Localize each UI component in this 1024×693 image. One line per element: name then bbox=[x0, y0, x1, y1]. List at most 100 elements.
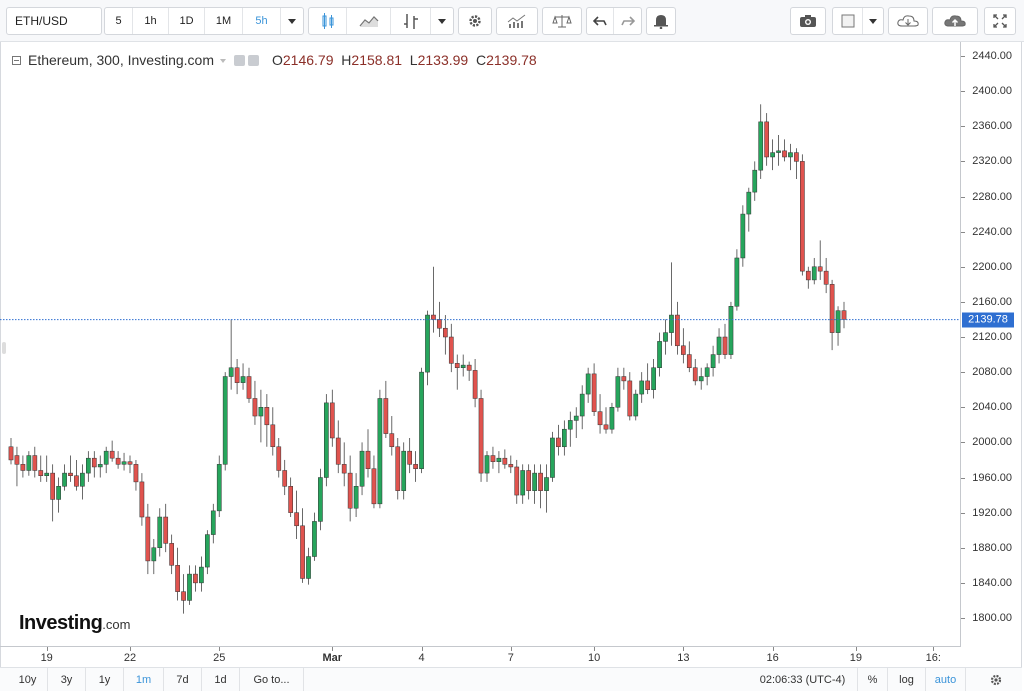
price-tick bbox=[961, 477, 965, 479]
candle-down bbox=[413, 464, 418, 469]
candle-up bbox=[222, 376, 228, 465]
open-label: O bbox=[272, 52, 283, 68]
candle-down bbox=[443, 327, 448, 338]
close-mini-icon[interactable] bbox=[248, 54, 259, 66]
candle-up bbox=[639, 380, 645, 395]
undo-button[interactable] bbox=[587, 8, 615, 34]
logo-suffix-text: .com bbox=[102, 617, 131, 632]
interval-5[interactable]: 5 bbox=[105, 8, 133, 34]
candle-down bbox=[32, 455, 38, 471]
price-tick-label: 2440.00 bbox=[972, 50, 1012, 62]
range-1d[interactable]: 1d bbox=[202, 668, 240, 691]
template-button[interactable] bbox=[833, 8, 863, 34]
compare-button[interactable] bbox=[542, 7, 582, 35]
time-tick bbox=[510, 647, 512, 651]
candlestick-plot[interactable] bbox=[0, 42, 960, 647]
candle-down bbox=[407, 450, 412, 465]
time-axis[interactable]: 19 22 25 Mar 4 7 10 13 16 19 16: bbox=[0, 646, 960, 666]
candle-up bbox=[80, 472, 85, 487]
log-toggle[interactable]: log bbox=[888, 668, 926, 691]
goto-button[interactable]: Go to... bbox=[240, 668, 304, 691]
redo-button[interactable] bbox=[614, 8, 641, 34]
candle-up bbox=[740, 213, 746, 259]
candle-down bbox=[234, 367, 240, 383]
candle-up bbox=[770, 152, 775, 158]
fullscreen-button[interactable] bbox=[984, 7, 1016, 35]
candle-up bbox=[484, 455, 490, 474]
percent-toggle[interactable]: % bbox=[858, 668, 888, 691]
price-tick bbox=[961, 196, 965, 198]
price-tick-label: 2120.00 bbox=[972, 331, 1012, 343]
candle-down bbox=[466, 364, 472, 371]
time-tick bbox=[772, 647, 774, 651]
snapshot-button[interactable] bbox=[790, 7, 826, 35]
chevron-down-icon[interactable] bbox=[220, 59, 226, 63]
pane-resize-handle[interactable] bbox=[2, 342, 6, 354]
candle-up bbox=[26, 455, 32, 471]
save-layout-button[interactable] bbox=[932, 7, 978, 35]
candle-up bbox=[216, 464, 222, 512]
line-chart-button[interactable] bbox=[347, 8, 391, 34]
interval-group: 5 1h 1D 1M 5h bbox=[104, 7, 304, 35]
indicator-icon bbox=[403, 14, 418, 29]
candle-down bbox=[193, 573, 198, 584]
candle-up bbox=[318, 477, 323, 522]
open-value: 2146.79 bbox=[282, 52, 334, 68]
template-dropdown[interactable] bbox=[863, 8, 883, 34]
studies-button[interactable] bbox=[496, 7, 538, 35]
investing-logo: Investing .com bbox=[19, 612, 130, 635]
time-tick bbox=[332, 647, 334, 651]
range-7d[interactable]: 7d bbox=[164, 668, 202, 691]
interval-1d[interactable]: 1D bbox=[169, 8, 205, 34]
candle-down bbox=[91, 457, 97, 468]
time-tick-label: 16: bbox=[925, 652, 941, 664]
candle-up bbox=[86, 457, 91, 474]
range-1m[interactable]: 1m bbox=[124, 668, 164, 691]
candle-down bbox=[829, 284, 835, 333]
settings-mini-icon[interactable] bbox=[234, 54, 245, 66]
price-axis[interactable]: 1800.00 1840.00 1880.00 1920.00 1960.00 2000.… bbox=[960, 42, 1022, 647]
axis-settings-button[interactable] bbox=[978, 668, 1014, 691]
auto-toggle[interactable]: auto bbox=[926, 668, 966, 691]
candle-up bbox=[103, 450, 109, 465]
candle-up bbox=[151, 547, 157, 562]
chart-type-dropdown[interactable] bbox=[431, 8, 453, 34]
time-tick bbox=[594, 647, 596, 651]
range-1y[interactable]: 1y bbox=[86, 668, 124, 691]
candle-up bbox=[544, 477, 549, 491]
candle-down bbox=[50, 472, 55, 500]
time-tick-label: Mar bbox=[322, 652, 343, 664]
collapse-legend-icon[interactable] bbox=[12, 55, 21, 65]
range-10y[interactable]: 10y bbox=[8, 668, 48, 691]
indicator-button[interactable] bbox=[391, 8, 431, 34]
candle-up bbox=[585, 373, 591, 395]
candle-up bbox=[669, 314, 674, 333]
interval-dropdown[interactable] bbox=[281, 8, 303, 34]
load-layout-button[interactable] bbox=[888, 7, 928, 35]
candle-down bbox=[556, 437, 561, 448]
candle-up bbox=[752, 169, 758, 193]
price-tick-label: 1800.00 bbox=[972, 612, 1012, 624]
settings-button[interactable] bbox=[458, 7, 492, 35]
candle-down bbox=[294, 512, 299, 527]
price-tick-label: 2000.00 bbox=[972, 436, 1012, 449]
candle-down bbox=[675, 314, 680, 347]
price-tick bbox=[961, 301, 965, 303]
time-tick bbox=[855, 647, 857, 651]
candle-down bbox=[823, 270, 829, 285]
candle-down bbox=[181, 591, 186, 601]
price-tick-label: 1880.00 bbox=[972, 541, 1012, 554]
interval-5h[interactable]: 5h bbox=[243, 8, 281, 34]
price-tick-label: 1840.00 bbox=[972, 576, 1012, 589]
range-3y[interactable]: 3y bbox=[48, 668, 86, 691]
interval-1h[interactable]: 1h bbox=[133, 8, 169, 34]
candle-down bbox=[764, 121, 769, 158]
candles-button[interactable] bbox=[309, 8, 347, 34]
close-value: 2139.78 bbox=[486, 52, 537, 68]
candle-up bbox=[210, 510, 216, 535]
candle-down bbox=[133, 464, 139, 483]
alert-button[interactable] bbox=[646, 7, 676, 35]
candle-up bbox=[746, 191, 752, 215]
symbol-search-input[interactable]: ETH/USD bbox=[6, 7, 102, 35]
interval-1m[interactable]: 1M bbox=[205, 8, 243, 34]
